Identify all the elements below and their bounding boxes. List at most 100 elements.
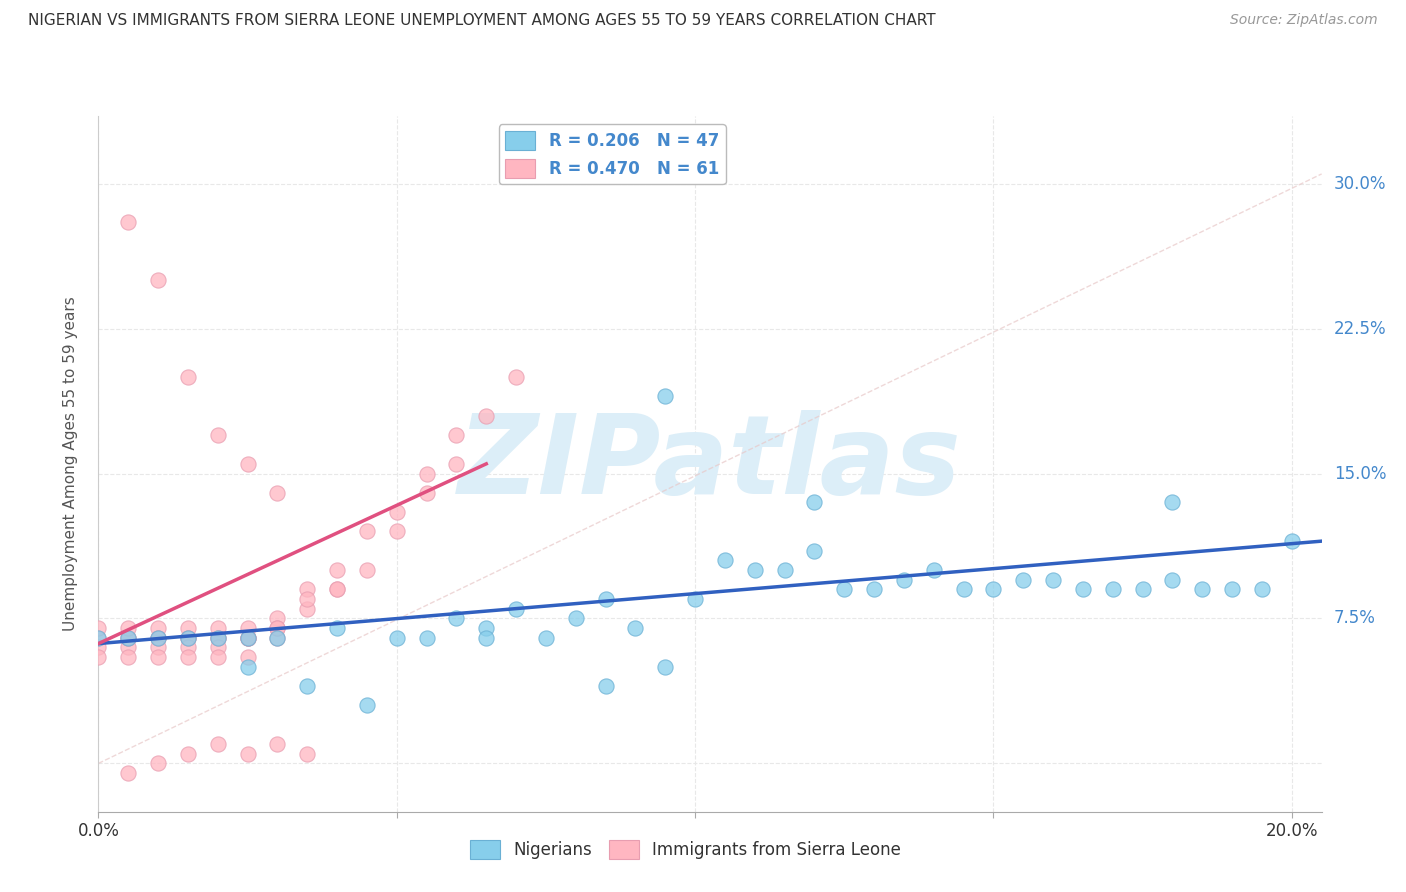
Point xyxy=(177,631,200,645)
Point xyxy=(146,756,169,771)
Point xyxy=(446,457,468,471)
Point xyxy=(1161,573,1184,587)
Point xyxy=(1012,573,1035,587)
Point xyxy=(87,631,110,645)
Text: ZIPatlas: ZIPatlas xyxy=(458,410,962,517)
Point xyxy=(87,650,110,665)
Point xyxy=(714,553,737,567)
Point xyxy=(266,611,288,625)
Point xyxy=(475,631,498,645)
Point xyxy=(266,631,288,645)
Point xyxy=(297,602,319,616)
Text: 15.0%: 15.0% xyxy=(1334,465,1386,483)
Point xyxy=(177,621,200,635)
Point xyxy=(236,660,259,674)
Point xyxy=(565,611,588,625)
Point xyxy=(207,631,229,645)
Point xyxy=(385,524,408,539)
Point xyxy=(297,747,319,761)
Point xyxy=(236,631,259,645)
Point xyxy=(803,544,825,558)
Point xyxy=(87,631,110,645)
Point xyxy=(177,747,200,761)
Point xyxy=(1101,582,1123,597)
Point xyxy=(146,621,169,635)
Point xyxy=(356,563,378,577)
Point xyxy=(266,485,288,500)
Point xyxy=(415,631,437,645)
Text: 30.0%: 30.0% xyxy=(1334,175,1386,193)
Y-axis label: Unemployment Among Ages 55 to 59 years: Unemployment Among Ages 55 to 59 years xyxy=(63,296,77,632)
Point xyxy=(177,650,200,665)
Point xyxy=(446,611,468,625)
Point xyxy=(1220,582,1243,597)
Text: 22.5%: 22.5% xyxy=(1334,319,1386,337)
Point xyxy=(236,621,259,635)
Point xyxy=(832,582,855,597)
Point xyxy=(534,631,557,645)
Point xyxy=(1132,582,1154,597)
Point xyxy=(207,428,229,442)
Point xyxy=(207,631,229,645)
Point xyxy=(236,631,259,645)
Point xyxy=(146,631,169,645)
Point xyxy=(177,369,200,384)
Point xyxy=(624,621,647,635)
Point xyxy=(207,631,229,645)
Point xyxy=(595,679,617,693)
Point xyxy=(356,524,378,539)
Text: 7.5%: 7.5% xyxy=(1334,609,1375,627)
Point xyxy=(177,631,200,645)
Point xyxy=(1281,534,1303,549)
Point xyxy=(595,592,617,607)
Point xyxy=(744,563,766,577)
Point xyxy=(117,650,139,665)
Point xyxy=(475,621,498,635)
Point xyxy=(475,409,498,423)
Point xyxy=(1161,495,1184,509)
Point xyxy=(207,650,229,665)
Point xyxy=(505,602,527,616)
Point xyxy=(385,505,408,519)
Point xyxy=(87,621,110,635)
Legend: Nigerians, Immigrants from Sierra Leone: Nigerians, Immigrants from Sierra Leone xyxy=(464,833,908,866)
Point xyxy=(326,582,349,597)
Point xyxy=(922,563,945,577)
Point xyxy=(117,631,139,645)
Point xyxy=(356,698,378,713)
Point xyxy=(1251,582,1274,597)
Point xyxy=(297,592,319,607)
Text: Source: ZipAtlas.com: Source: ZipAtlas.com xyxy=(1230,13,1378,28)
Point xyxy=(266,737,288,751)
Point xyxy=(952,582,974,597)
Point xyxy=(1071,582,1094,597)
Point xyxy=(117,766,139,780)
Point xyxy=(1191,582,1213,597)
Point xyxy=(146,650,169,665)
Point xyxy=(415,467,437,481)
Point xyxy=(773,563,796,577)
Point xyxy=(983,582,1005,597)
Point xyxy=(177,640,200,655)
Point xyxy=(654,660,676,674)
Point xyxy=(266,621,288,635)
Point xyxy=(266,621,288,635)
Point xyxy=(117,640,139,655)
Point xyxy=(236,631,259,645)
Point xyxy=(236,457,259,471)
Point xyxy=(415,485,437,500)
Point xyxy=(863,582,886,597)
Point xyxy=(117,631,139,645)
Point xyxy=(803,495,825,509)
Point xyxy=(236,631,259,645)
Point xyxy=(117,621,139,635)
Point xyxy=(893,573,915,587)
Point xyxy=(236,747,259,761)
Point xyxy=(654,389,676,403)
Point xyxy=(236,650,259,665)
Point xyxy=(146,631,169,645)
Point xyxy=(207,621,229,635)
Point xyxy=(385,631,408,645)
Point xyxy=(117,631,139,645)
Point xyxy=(1042,573,1064,587)
